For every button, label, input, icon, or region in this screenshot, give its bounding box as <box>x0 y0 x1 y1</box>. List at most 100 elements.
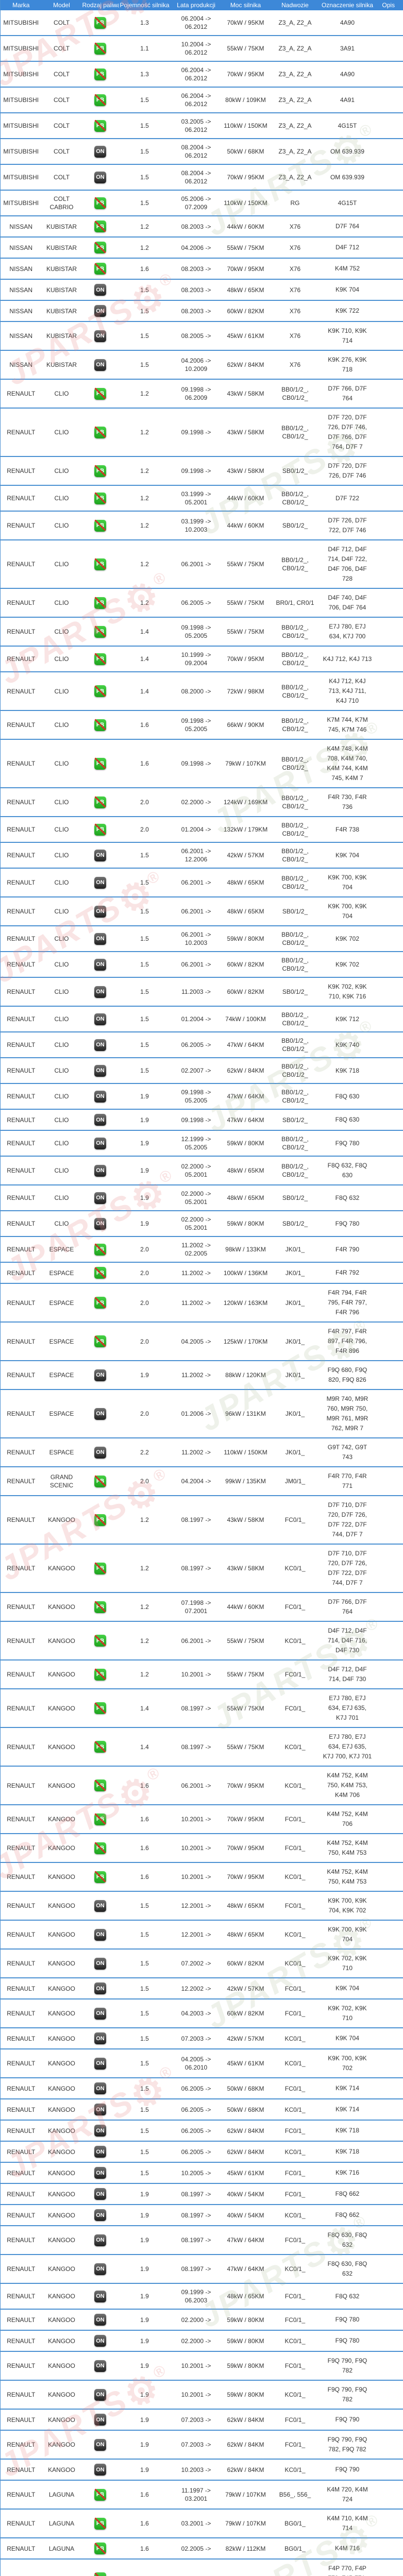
cell-engine-code: F8Q 662 <box>335 2190 360 2197</box>
cell-fuel-type: ON <box>82 2309 119 2330</box>
cell-fuel-type: ON <box>82 2459 119 2480</box>
cell-body-code: KC0/1_ <box>284 2211 306 2219</box>
cell-engine-code: D7F 766, D7F 764 <box>328 1598 367 1615</box>
cell-engine-capacity: 1.9 <box>140 2441 149 2448</box>
cell-description <box>374 739 403 788</box>
cell-fuel-type: ON <box>82 2183 119 2205</box>
cell-model: KANGOO <box>48 1960 75 1967</box>
cell-engine-power: 55kW / 75KM <box>227 1704 264 1712</box>
cell-fuel-type: ON <box>82 1978 119 1999</box>
cell-production-years: 04.2005 -> <box>181 1337 211 1345</box>
cell-description <box>374 710 403 739</box>
cell-engine-power: 44kW / 60KM <box>227 495 264 502</box>
cell-engine-capacity: 1.5 <box>140 361 149 368</box>
cell-description <box>374 1689 403 1727</box>
cell-engine-capacity: 1.5 <box>140 307 149 315</box>
cell-engine-code: F8Q 662 <box>335 2211 360 2218</box>
cell-model: CLIO <box>54 879 69 886</box>
cell-engine-power: 62kW / 84KM <box>227 2148 264 2156</box>
cell-model: KUBISTAR <box>46 361 77 368</box>
cell-production-years: 06.2001 -> <box>181 1637 211 1645</box>
cell-body-code: JK0/1_ <box>285 1410 305 1417</box>
cell-model: KANGOO <box>48 1873 75 1880</box>
cell-engine-capacity: 1.4 <box>140 1704 149 1712</box>
cell-model: ESPACE <box>49 1371 74 1379</box>
cell-engine-power: 70kW / 95KM <box>227 174 264 181</box>
cell-body-code: KC0/1_ <box>284 1873 306 1880</box>
cell-production-years: 12.2001 -> <box>181 1902 211 1909</box>
cell-body-code: BB0/1/2_, CB0/1/2_ <box>281 386 309 401</box>
cell-production-years: 08.1997 -> <box>181 1565 211 1572</box>
cell-engine-power: 48kW / 65KM <box>227 908 264 915</box>
cell-production-years: 11.2002 -> <box>181 1299 211 1307</box>
cell-brand: RENAULT <box>7 1671 36 1678</box>
cell-engine-power: 48kW / 65KM <box>227 2293 264 2300</box>
cell-engine-code: K4M 752, K4M 750, K4M 753 <box>327 1868 368 1885</box>
cell-engine-power: 62kW / 84KM <box>227 2416 264 2424</box>
cell-model: CLIO <box>54 961 69 968</box>
cell-production-years: 08.1997 -> <box>181 2236 211 2244</box>
cell-engine-code: K9K 716 <box>335 2169 360 2176</box>
cell-engine-power: 45kW / 61KM <box>227 2169 264 2177</box>
cell-production-years: 04.2004 -> <box>181 1478 211 1485</box>
cell-engine-capacity: 1.2 <box>140 467 149 474</box>
cell-fuel-type: PB <box>82 1592 119 1621</box>
table-row: RENAULT CLIO ON 1.9 02.2000 -> 05.2001 5… <box>0 1211 403 1236</box>
cell-model: KANGOO <box>48 1671 75 1678</box>
cell-engine-code: F9Q 780 <box>335 2316 360 2323</box>
cell-production-years: 12.2001 -> <box>181 1931 211 1938</box>
cell-brand: RENAULT <box>7 2106 36 2113</box>
cell-engine-power: 48kW / 65KM <box>227 1902 264 1909</box>
cell-engine-capacity: 1.5 <box>140 1015 149 1023</box>
cell-engine-code: K9K 700, K9K 702 <box>328 2055 367 2072</box>
cell-engine-capacity: 1.5 <box>140 852 149 859</box>
cell-model: CLIO <box>54 561 69 568</box>
cell-body-code: BB0/1/2_, CB0/1/2_ <box>281 794 309 810</box>
table-row: NISSAN KUBISTAR PB 1.2 08.2003 -> 44kW /… <box>0 216 403 237</box>
cell-fuel-type: PB <box>82 1621 119 1660</box>
fuel-badge-petrol: PB <box>94 519 106 532</box>
cell-fuel-type: PB <box>82 36 119 61</box>
cell-fuel-type: ON <box>82 1006 119 1032</box>
cell-engine-power: 55kW / 75KM <box>227 1743 264 1751</box>
cell-engine-code: K9K 740 <box>335 1041 360 1048</box>
cell-engine-code: D4F 712, D4F 714, D4F 730 <box>328 1666 367 1683</box>
table-row: RENAULT CLIO PB 2.0 02.2000 -> 124kW / 1… <box>0 788 403 817</box>
cell-production-years: 08.2004 -> 06.2012 <box>181 170 211 185</box>
cell-body-code: BB0/1/2_, CB0/1/2_ <box>281 556 309 572</box>
table-row: NISSAN KUBISTAR PB 1.6 08.2003 -> 70kW /… <box>0 258 403 279</box>
cell-engine-power: 50kW / 68KM <box>227 148 264 155</box>
cell-brand: RENAULT <box>7 1902 36 1909</box>
cell-body-code: BB0/1/2_, CB0/1/2_ <box>281 1063 309 1078</box>
cell-engine-code: E7J 780, E7J 634, K7J 700 <box>329 623 366 640</box>
fuel-badge-petrol: PB <box>94 1842 106 1854</box>
cell-model: COLT <box>53 45 70 52</box>
cell-model: CLIO <box>54 1067 69 1074</box>
cell-fuel-type: PB <box>82 1766 119 1805</box>
cell-engine-code: G9T 742, G9T 743 <box>327 1444 367 1461</box>
cell-engine-capacity: 2.0 <box>140 1246 149 1253</box>
cell-engine-power: 47kW / 64KM <box>227 1041 264 1048</box>
cell-description <box>374 926 403 952</box>
cell-description <box>374 1058 403 1083</box>
cell-model: KANGOO <box>48 1902 75 1909</box>
cell-body-code: RG <box>290 199 300 207</box>
cell-production-years: 11.2002 -> 02.2005 <box>181 1242 211 1257</box>
table-row: RENAULT CLIO ON 1.9 02.2000 -> 05.2001 4… <box>0 1156 403 1185</box>
cell-brand: RENAULT <box>7 1782 36 1789</box>
cell-body-code: KC0/1_ <box>284 1637 306 1645</box>
cell-body-code: JM0/1_ <box>284 1478 306 1485</box>
cell-engine-capacity: 1.2 <box>140 1671 149 1678</box>
cell-description <box>374 87 403 113</box>
cell-body-code: BB0/1/2_, CB0/1/2_ <box>281 651 309 667</box>
cell-body-code: JK0/1_ <box>285 1449 305 1456</box>
fuel-badge-diesel: ON <box>94 2125 106 2137</box>
cell-engine-capacity: 1.5 <box>140 1041 149 1048</box>
cell-description <box>374 113 403 139</box>
cell-engine-capacity: 1.2 <box>140 561 149 568</box>
cell-production-years: 08.1997 -> <box>181 2211 211 2219</box>
cell-engine-power: 55kW / 75KM <box>227 628 264 635</box>
cell-engine-power: 62kW / 84KM <box>227 2441 264 2448</box>
cell-fuel-type: ON <box>82 1156 119 1185</box>
cell-model: CLIO <box>54 1041 69 1048</box>
